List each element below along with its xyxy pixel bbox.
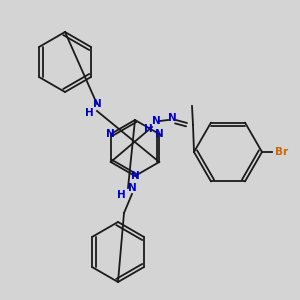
Text: Br: Br [275,147,289,157]
Text: N: N [152,116,160,126]
Text: H: H [85,108,93,118]
Text: H: H [144,124,152,134]
Text: H: H [117,190,125,200]
Text: N: N [93,99,101,109]
Text: N: N [128,183,136,193]
Text: N: N [168,113,176,123]
Text: N: N [155,129,164,139]
Text: N: N [130,171,140,181]
Text: N: N [106,129,115,139]
